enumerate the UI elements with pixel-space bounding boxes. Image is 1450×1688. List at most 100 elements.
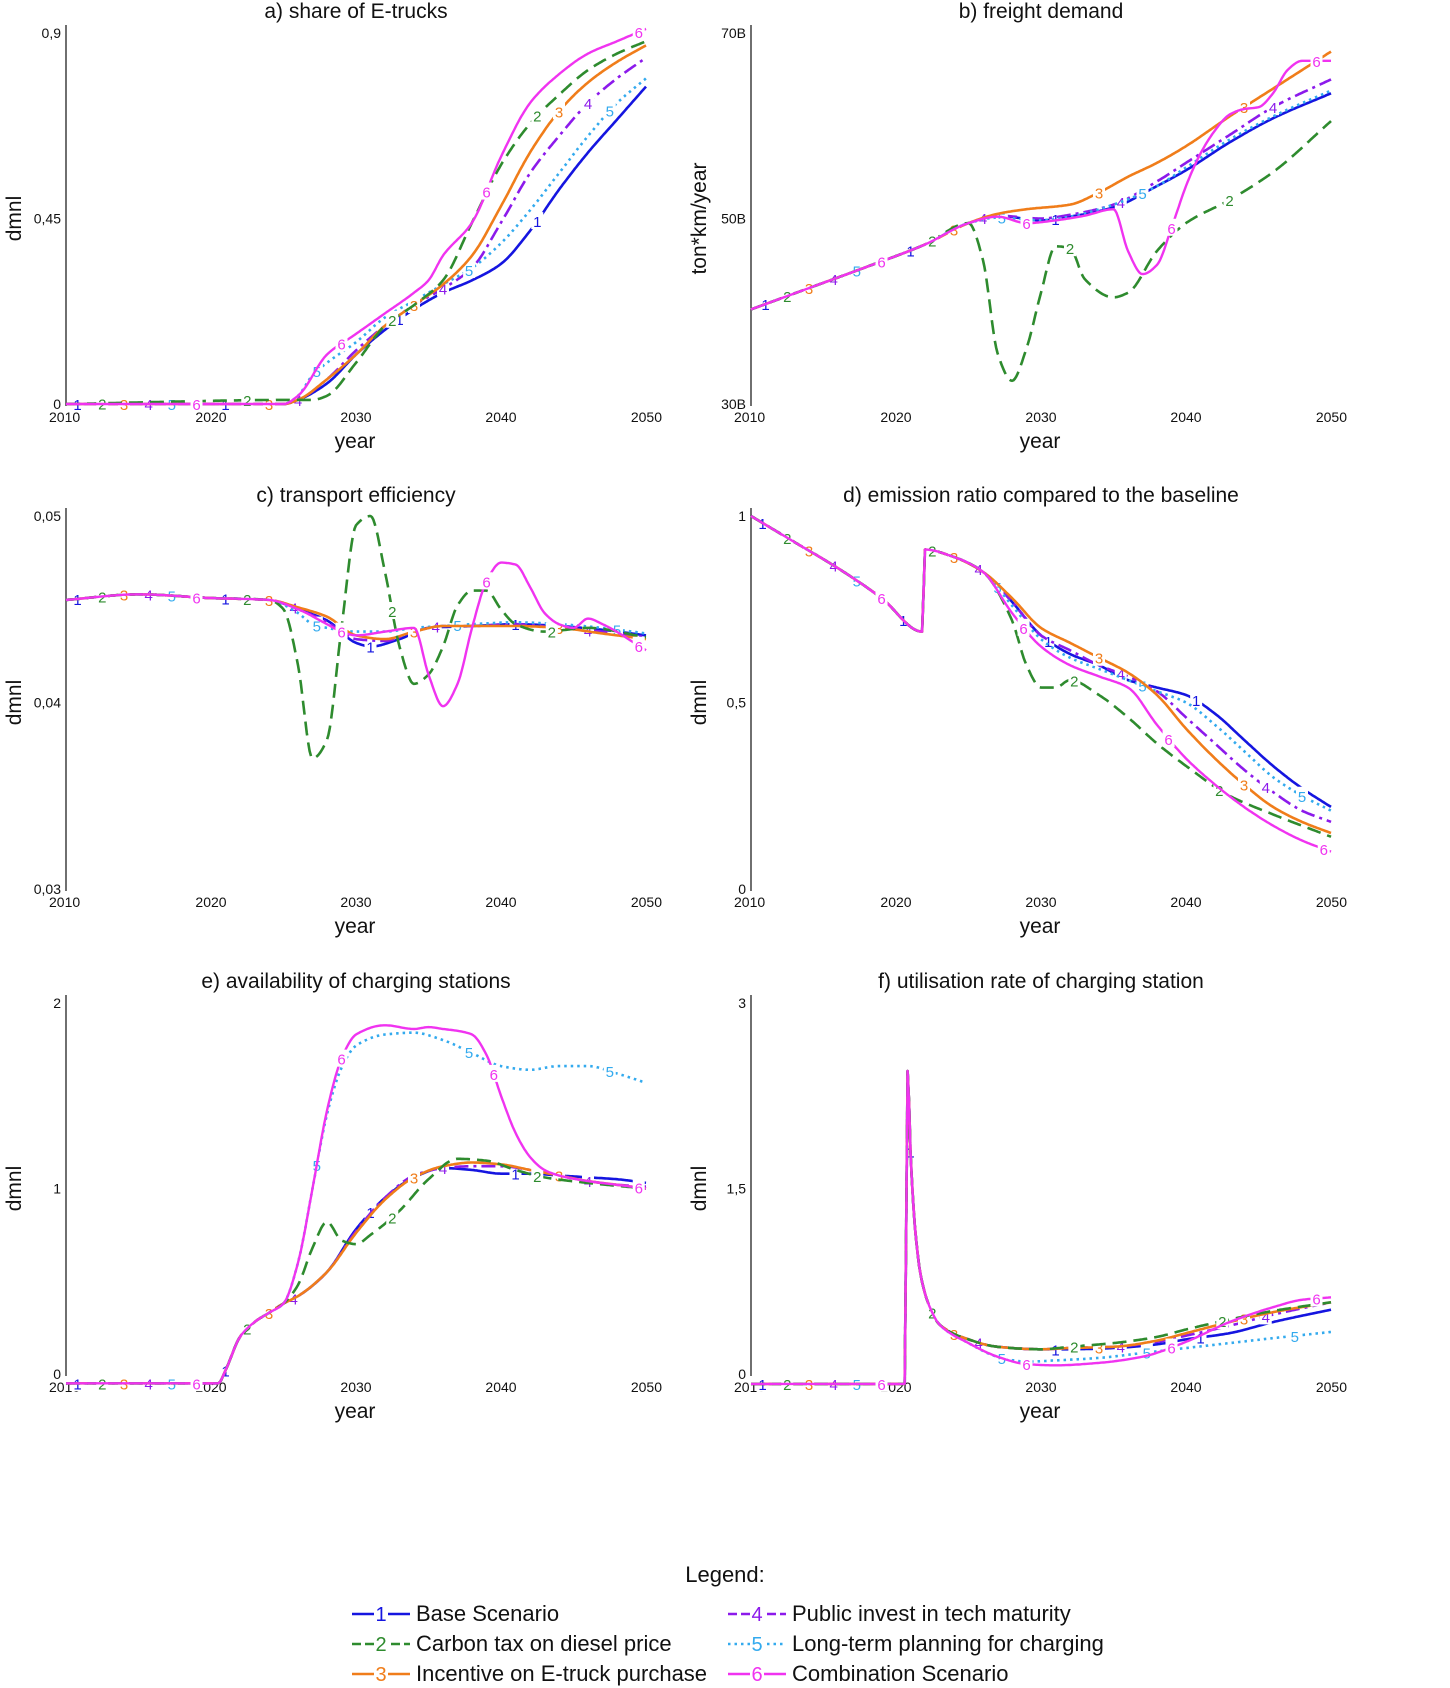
y-tick-label: 0,5	[727, 695, 747, 711]
x-axis-label: year	[1020, 915, 1061, 938]
series-line-4	[751, 1069, 1332, 1386]
series-marker-3: 3	[1240, 778, 1248, 795]
chart-panel-5: e) availability of charging stations0122…	[3, 970, 662, 1423]
series-marker-5: 5	[313, 364, 321, 381]
series-marker-1: 1	[1192, 693, 1200, 710]
series-marker-bg	[1238, 775, 1250, 793]
series-marker-5: 5	[1138, 679, 1146, 696]
series-line-5	[66, 1031, 647, 1385]
series-marker-bg	[603, 101, 616, 119]
series-marker-1: 1	[1196, 1330, 1204, 1347]
y-axis-label: dmnl	[688, 680, 711, 726]
y-tick-label: 0,45	[34, 211, 61, 227]
series-marker-6: 6	[1312, 1291, 1320, 1308]
chart-title: c) transport efficiency	[256, 484, 456, 507]
series-marker-5: 5	[606, 104, 614, 121]
x-tick-label: 2050	[1316, 894, 1347, 910]
legend-swatch-5: 5	[726, 1630, 788, 1658]
series-marker-2: 2	[928, 543, 936, 560]
legend-label-3: Incentive on E-truck purchase	[416, 1661, 708, 1686]
series-marker-bg	[96, 394, 109, 412]
series-marker-bg	[1049, 210, 1062, 228]
series-marker-bg	[408, 1168, 420, 1186]
series-marker-3: 3	[120, 397, 128, 414]
y-tick-label: 0	[738, 1366, 746, 1382]
series-marker-3: 3	[1240, 1312, 1248, 1329]
series-marker-4: 4	[289, 1291, 297, 1308]
x-tick-label: 2010	[734, 409, 765, 425]
series-marker-6: 6	[877, 254, 885, 271]
series-marker-3: 3	[950, 223, 958, 240]
series-marker-3: 3	[1095, 186, 1103, 203]
series-marker-1: 1	[73, 1376, 81, 1393]
series-marker-bg	[1267, 98, 1279, 116]
series-marker-bg	[386, 602, 399, 620]
series-marker-6: 6	[192, 590, 200, 607]
legend-item-5: 5 Long-term planning for charging	[726, 1630, 1104, 1658]
series-marker-bg	[632, 636, 645, 654]
series-marker-1: 1	[906, 243, 914, 260]
series-marker-bg	[1288, 1326, 1301, 1344]
series-marker-bg	[1093, 1338, 1105, 1356]
series-marker-4: 4	[432, 620, 440, 637]
series-marker-bg	[335, 1049, 348, 1067]
x-tick-label: 2030	[340, 409, 371, 425]
series-marker-2: 2	[1215, 783, 1223, 800]
series-marker-4: 4	[294, 393, 302, 410]
series-marker-3: 3	[1095, 651, 1103, 668]
series-marker-3: 3	[410, 625, 418, 642]
series-line-1	[66, 85, 647, 406]
legend-label-6: Combination Scenario	[792, 1661, 1009, 1686]
series-marker-bg	[1093, 648, 1105, 666]
series-marker-2: 2	[783, 289, 791, 306]
chart-title: f) utilisation rate of charging station	[878, 970, 1204, 993]
series-marker-bg	[1296, 786, 1308, 804]
chart-panel-1: a) share of E-trucks 0 0,45 0,9 2010 2020 2030…	[3, 0, 662, 453]
series-marker-4: 4	[1117, 666, 1125, 683]
series-line-2	[751, 1069, 1332, 1386]
x-tick-label: 2030	[340, 894, 371, 910]
series-marker-2: 2	[1070, 674, 1078, 691]
x-tick-label: 2010	[49, 894, 80, 910]
y-axis-label: ton*km/year	[688, 162, 711, 274]
series-line-5	[750, 89, 1332, 311]
legend-swatch-3: 3	[350, 1660, 412, 1688]
chart-panel-2: b) freight demand 30B 50B 70B 2010 2020 2030 20…	[688, 0, 1347, 453]
series-marker-bg	[487, 1064, 500, 1082]
series-marker-4: 4	[829, 1377, 837, 1394]
y-tick-label: 1	[738, 508, 746, 524]
series-marker-2: 2	[98, 589, 106, 606]
series-marker-1: 1	[395, 312, 403, 329]
y-tick-label: 0	[738, 881, 746, 897]
series-marker-1: 1	[221, 397, 229, 414]
series-marker-bg	[1042, 631, 1055, 649]
series-marker-5: 5	[465, 1045, 473, 1062]
series-marker-3: 3	[1095, 1340, 1103, 1357]
series-marker-6: 6	[482, 185, 490, 202]
series-marker-5: 5	[853, 264, 861, 281]
y-tick-label: 1,5	[727, 1181, 747, 1197]
legend-swatch-6: 6	[726, 1660, 788, 1688]
series-marker-4: 4	[1117, 195, 1125, 212]
series-marker-4: 4	[439, 282, 447, 299]
series-marker-bg	[1136, 184, 1149, 202]
series-marker-bg	[1194, 1328, 1207, 1346]
series-marker-3: 3	[950, 550, 958, 567]
series-marker-bg	[1317, 839, 1330, 857]
series-marker-3: 3	[555, 1169, 563, 1186]
series-marker-6: 6	[877, 591, 885, 608]
y-tick-label: 1	[53, 1181, 61, 1197]
series-line-5	[751, 1069, 1332, 1386]
series-line-1	[66, 1166, 647, 1385]
legend-swatch-1: 1	[350, 1600, 412, 1628]
legend-number-3: 3	[375, 1664, 386, 1686]
legend-number-4: 4	[751, 1604, 762, 1626]
legend-swatch-4: 4	[726, 1600, 788, 1628]
series-marker-bg	[1068, 1337, 1081, 1355]
x-tick-label: 2040	[1170, 1379, 1201, 1395]
chart-panel-3: c) transport efficiency 0,03 0,04 0,05 2010 2…	[3, 484, 662, 938]
series-line-4	[66, 56, 647, 406]
series-marker-1: 1	[1051, 1342, 1059, 1359]
series-marker-6: 6	[1167, 1341, 1175, 1358]
series-marker-bg	[545, 622, 558, 640]
